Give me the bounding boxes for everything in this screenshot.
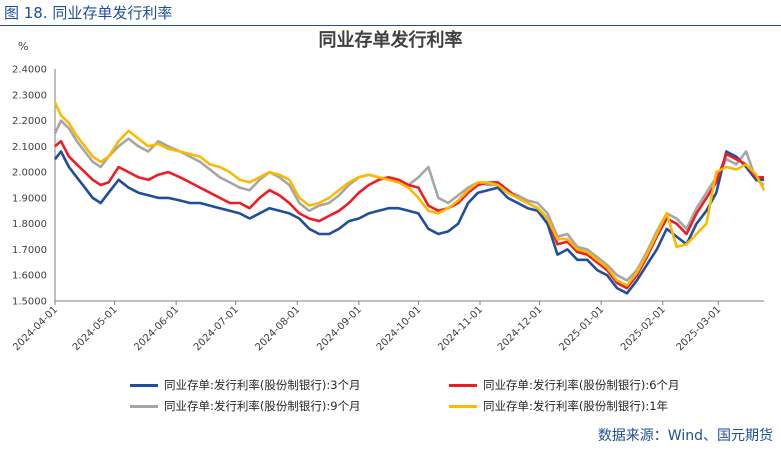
x-tick-label: 2025-03-01 [675, 304, 724, 353]
series-lines [53, 101, 766, 295]
x-tick-label: 2024-04-01 [11, 304, 60, 353]
x-axis: 2024-04-01 2024-05-01 2024-06-01 2024-07-01… [11, 300, 764, 353]
x-tick-label: 2024-05-01 [71, 304, 120, 353]
y-tick-label: 2.4000 [12, 65, 47, 76]
x-tick-label: 2024-09-01 [315, 304, 364, 353]
figure-caption: 图 18. 同业存单发行利率 [4, 4, 173, 22]
y-tick-label: 1.5000 [12, 297, 47, 308]
chart-title: 同业存单发行利率 [318, 30, 463, 51]
series-line-3m [53, 150, 764, 295]
series-line-1y [53, 101, 766, 287]
y-tick-label: 1.9000 [12, 193, 47, 204]
x-tick-label: 2024-10-01 [375, 304, 424, 353]
y-tick-label: 1.6000 [12, 271, 47, 282]
x-tick-label: 2024-08-01 [254, 304, 303, 353]
y-tick-label: 1.7000 [12, 245, 47, 256]
x-tick-label: 2024-06-01 [132, 304, 181, 353]
y-tick-label: 2.3000 [12, 90, 47, 101]
y-tick-label: 1.8000 [12, 219, 47, 230]
y-tick-label: 2.2000 [12, 116, 47, 127]
y-tick-label: 2.0000 [12, 168, 47, 179]
x-tick-label: 2025-01-01 [557, 304, 606, 353]
y-axis-unit: % [18, 40, 29, 53]
data-source: 数据来源：Wind、国元期货 [597, 428, 773, 444]
x-tick-label: 2024-11-01 [436, 304, 485, 353]
caption-divider [0, 25, 781, 26]
y-tick-label: 2.1000 [12, 142, 47, 153]
y-axis: 1.5000 1.6000 1.7000 1.8000 1.9000 2.0000 2.10… [12, 65, 56, 308]
x-tick-label: 2024-12-01 [496, 304, 545, 353]
series-line-6m [54, 139, 764, 290]
x-tick-label: 2025-02-01 [619, 304, 668, 353]
x-tick-label: 2024-07-01 [192, 304, 241, 353]
